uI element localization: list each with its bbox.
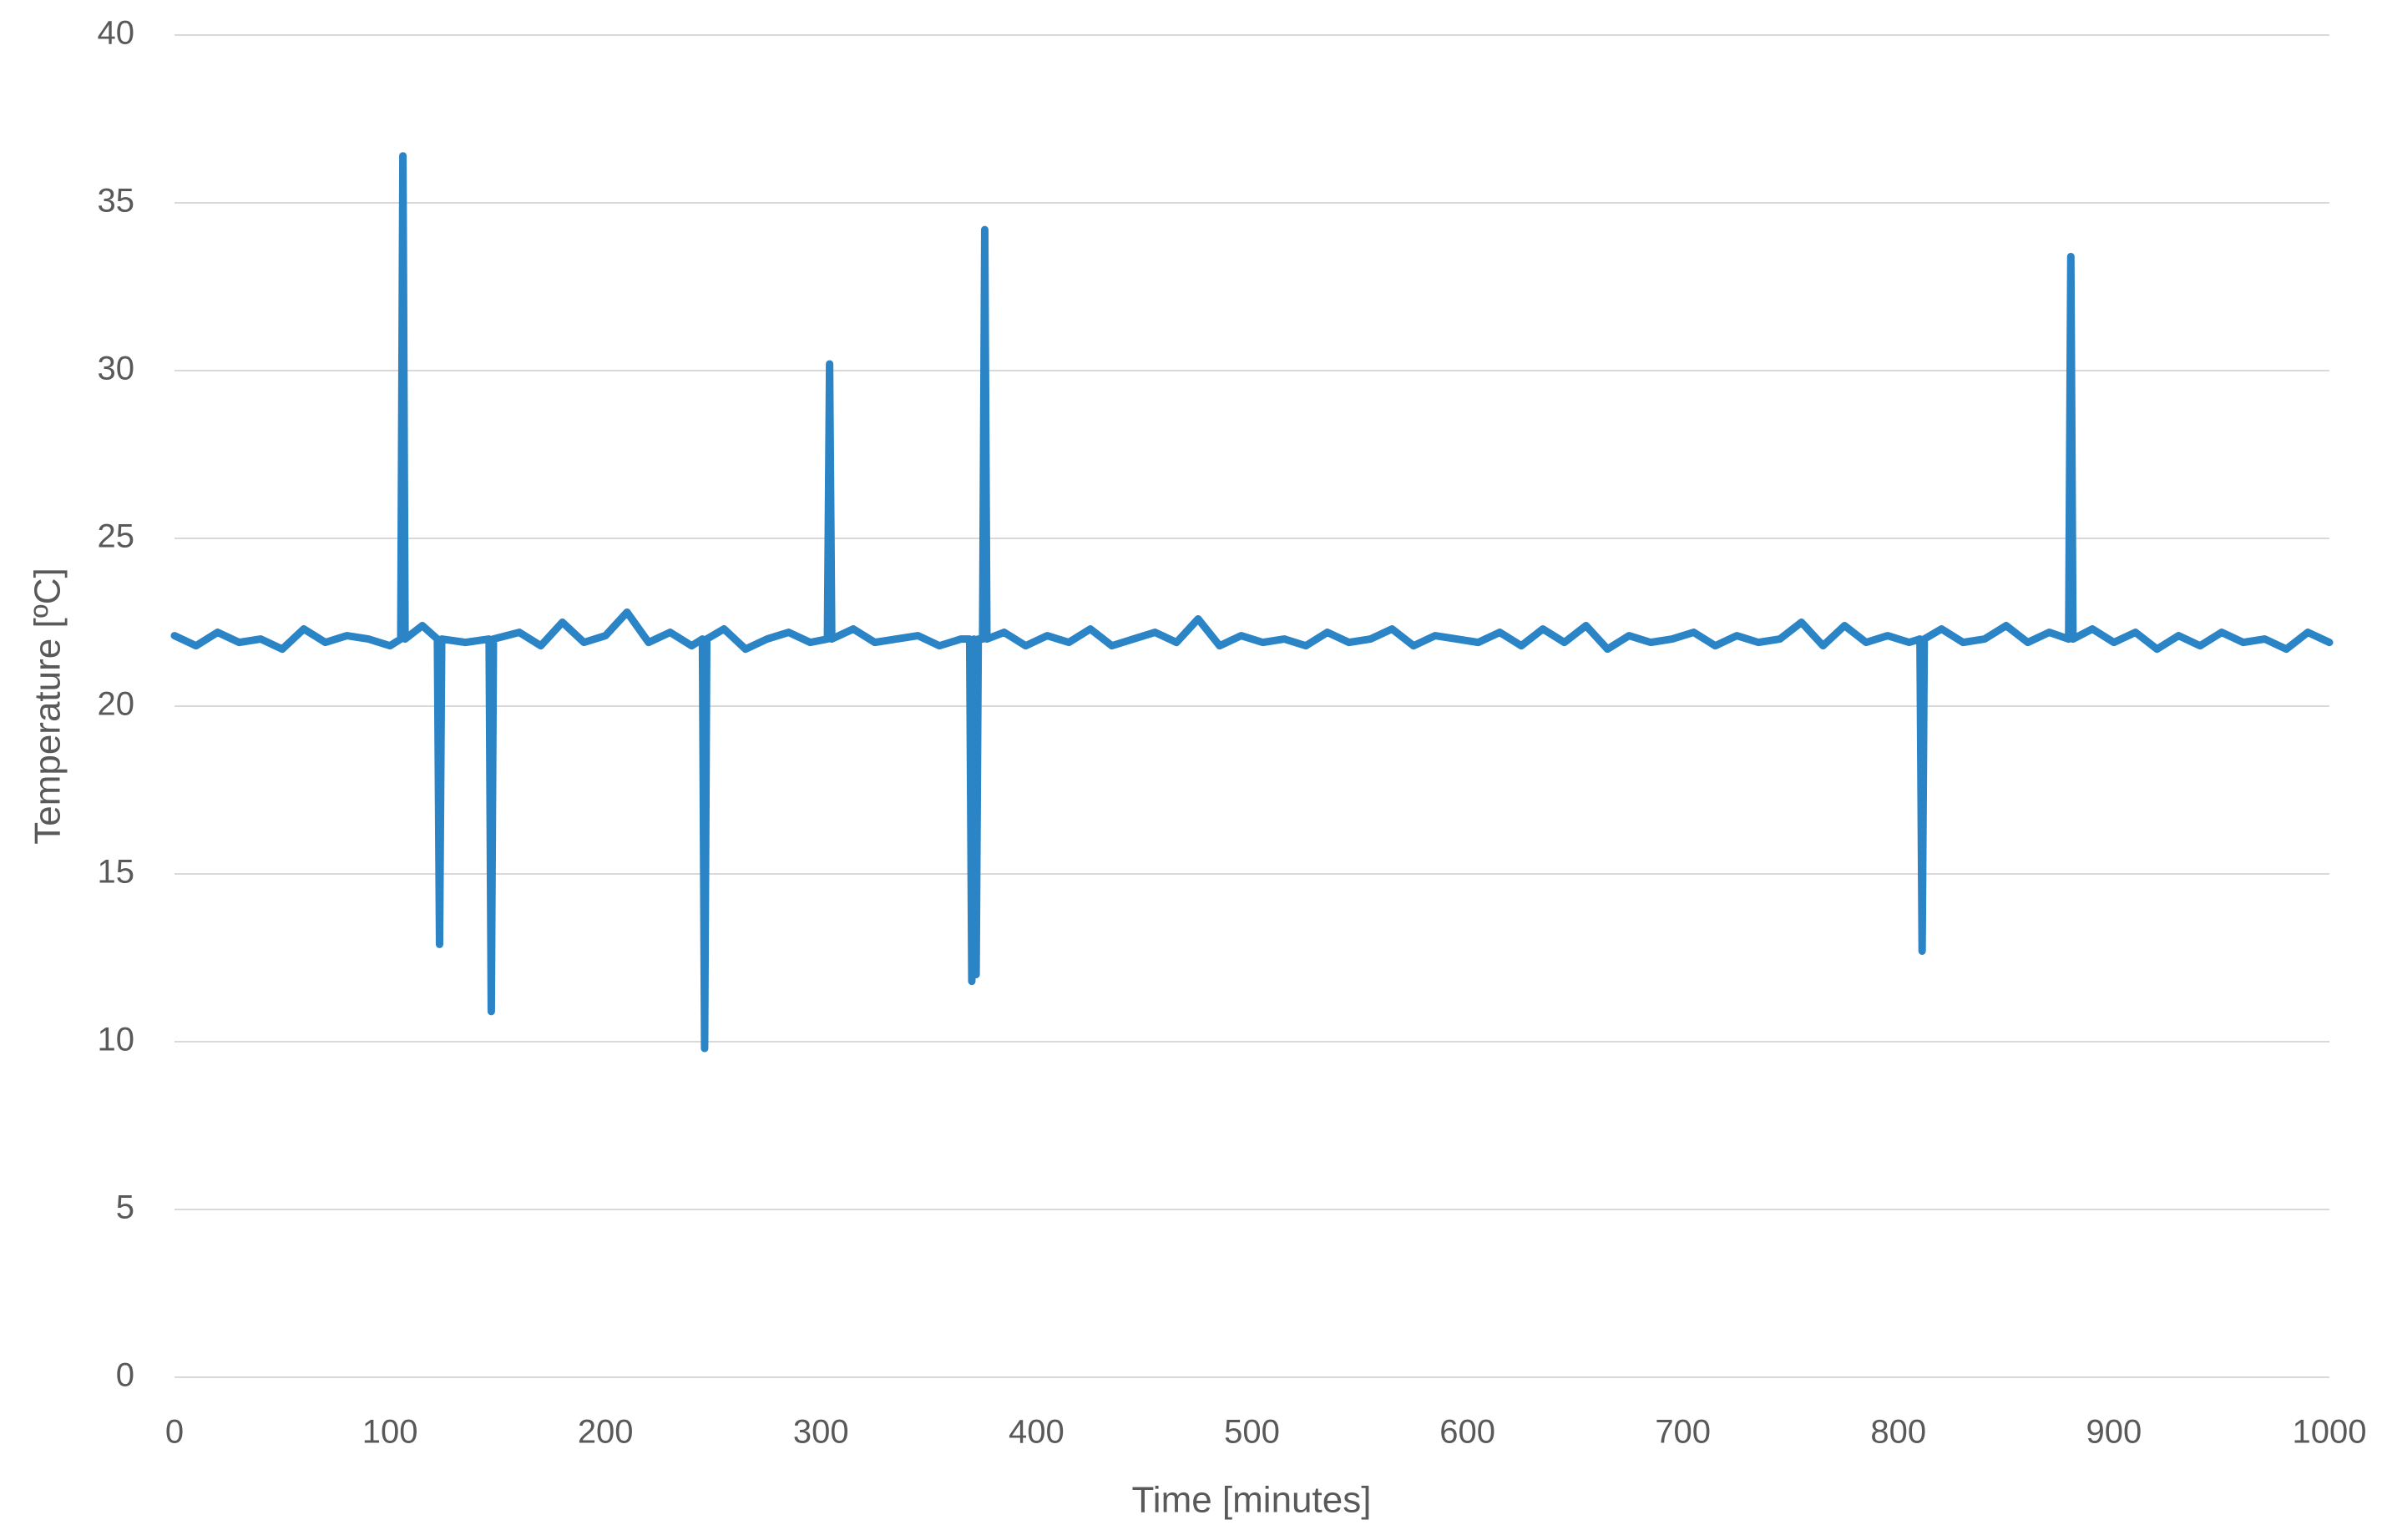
y-tick-label: 40: [98, 15, 135, 52]
y-tick-label: 30: [98, 351, 135, 387]
x-tick-label: 800: [1870, 1414, 1926, 1451]
x-axis-title: Time [minutes]: [1132, 1480, 1372, 1521]
x-tick-label: 400: [1009, 1414, 1065, 1451]
x-tick-label: 1000: [2293, 1414, 2367, 1451]
x-tick-label: 600: [1439, 1414, 1495, 1451]
x-tick-label: 700: [1655, 1414, 1711, 1451]
x-tick-label: 900: [2086, 1414, 2142, 1451]
y-tick-label: 25: [98, 518, 135, 555]
x-tick-label: 300: [793, 1414, 849, 1451]
y-tick-label: 35: [98, 183, 135, 220]
y-tick-label: 15: [98, 854, 135, 891]
x-tick-label: 200: [578, 1414, 634, 1451]
y-tick-label: 0: [116, 1357, 134, 1394]
y-tick-label: 10: [98, 1022, 135, 1058]
y-tick-label: 5: [116, 1189, 134, 1226]
x-tick-label: 100: [362, 1414, 418, 1451]
x-tick-label: 0: [165, 1414, 184, 1451]
x-tick-label: 500: [1224, 1414, 1280, 1451]
y-axis-title: Temperature [ºC]: [28, 568, 68, 845]
data-line: [170, 152, 2334, 1053]
y-tick-label: 20: [98, 686, 135, 723]
